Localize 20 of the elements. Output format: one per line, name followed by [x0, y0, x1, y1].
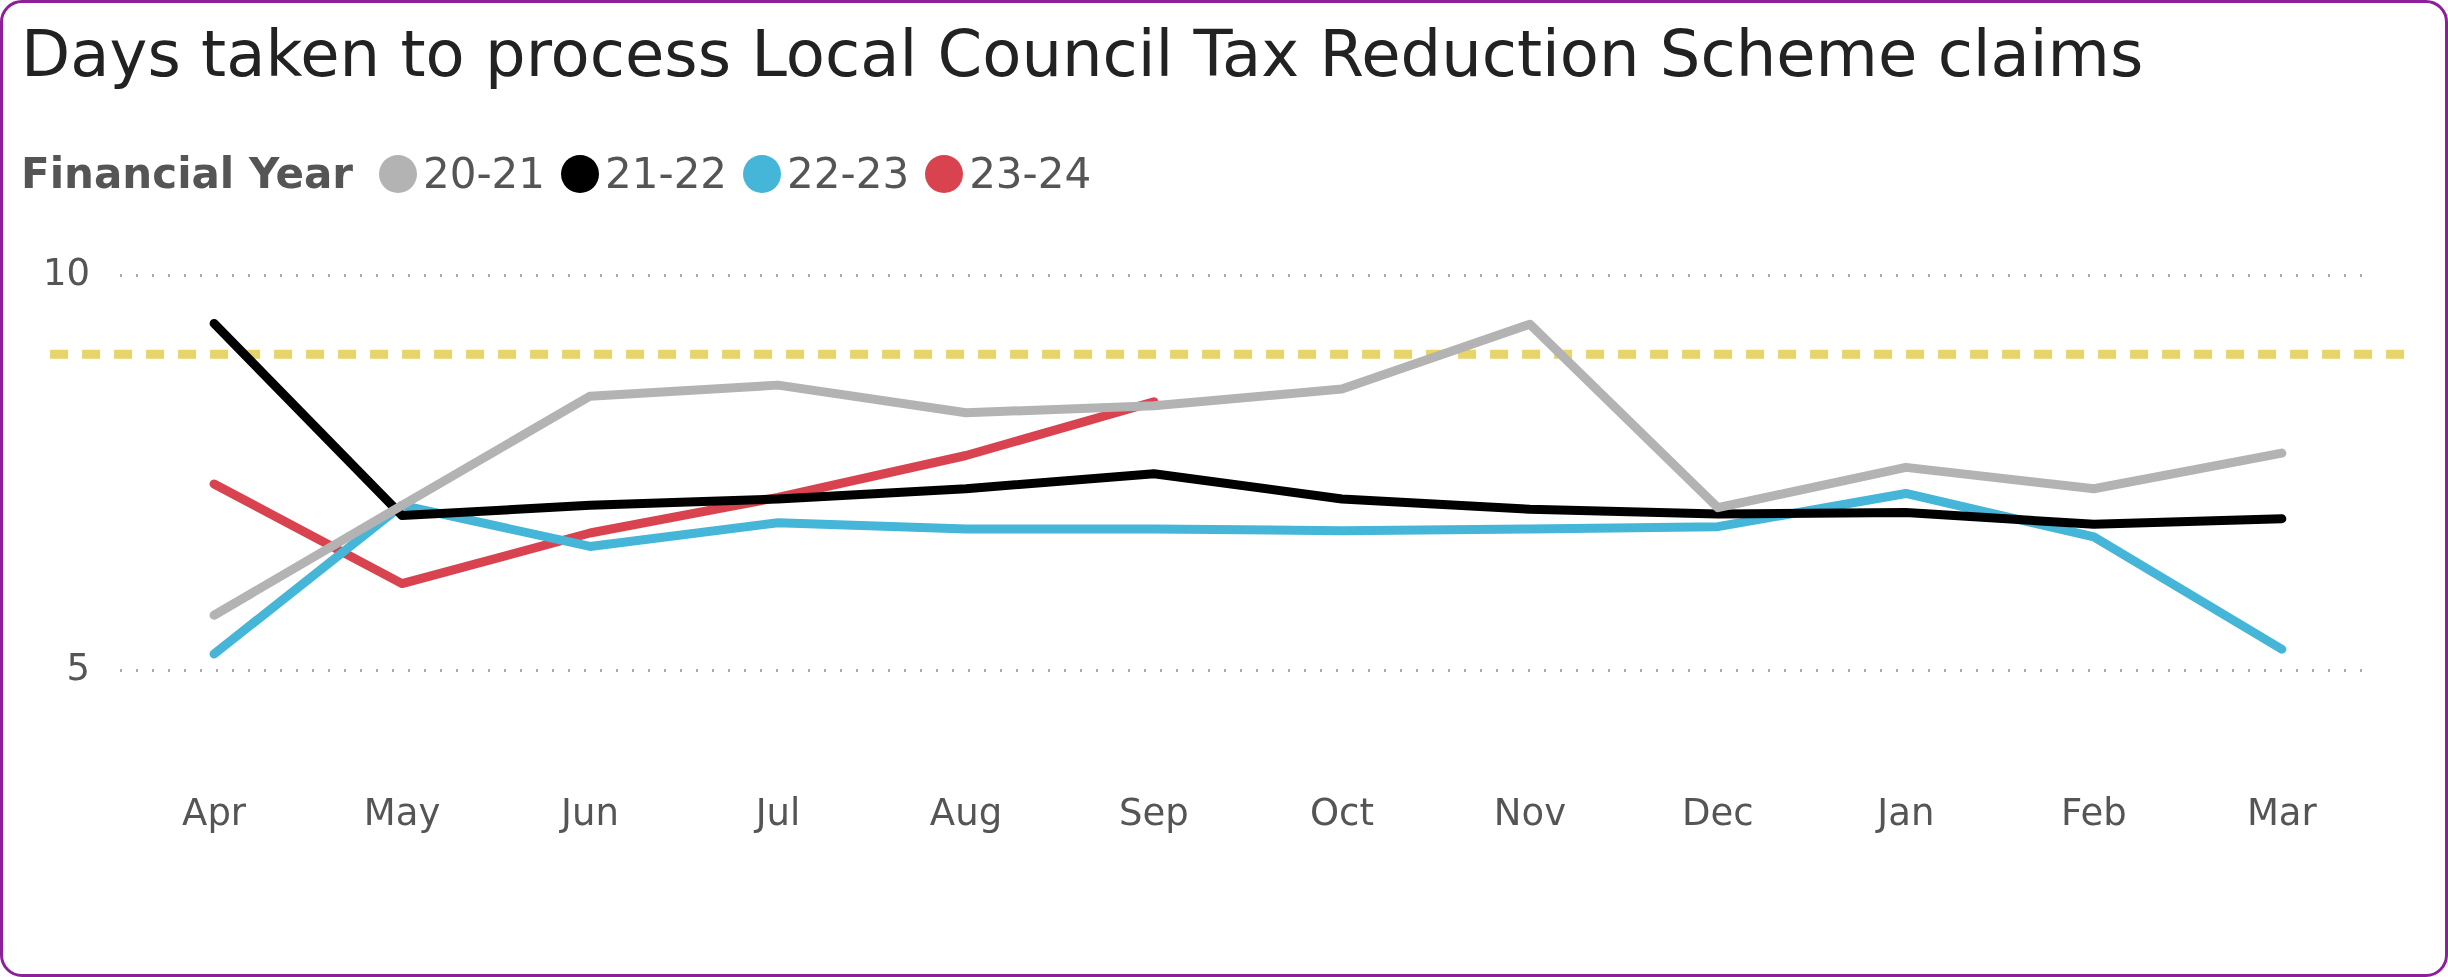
chart-title: Days taken to process Local Council Tax Reduction Scheme claims: [21, 17, 2144, 91]
x-tick-label: May: [363, 791, 441, 835]
legend-title: Financial Year: [21, 149, 353, 198]
x-tick-label: Nov: [1493, 791, 1567, 835]
x-tick-label: Apr: [182, 791, 247, 835]
x-tick-label: Jul: [753, 791, 801, 835]
legend-label: 23-24: [969, 149, 1092, 198]
x-tick-label: Feb: [2061, 791, 2127, 835]
y-tick-label: 5: [66, 646, 91, 690]
x-tick-label: Jun: [559, 791, 619, 835]
y-tick-label: 10: [42, 250, 91, 294]
legend-label: 20-21: [422, 149, 546, 198]
legend-label: 21-22: [605, 149, 728, 198]
x-tick-label: Oct: [1309, 791, 1374, 835]
x-tick-label: Aug: [929, 791, 1003, 835]
x-tick-label: Sep: [1119, 791, 1189, 835]
x-tick-label: Mar: [2246, 791, 2318, 835]
legend-label: 22-23: [787, 149, 910, 198]
x-tick-label: Jan: [1875, 791, 1935, 835]
x-tick-label: Dec: [1682, 791, 1754, 835]
